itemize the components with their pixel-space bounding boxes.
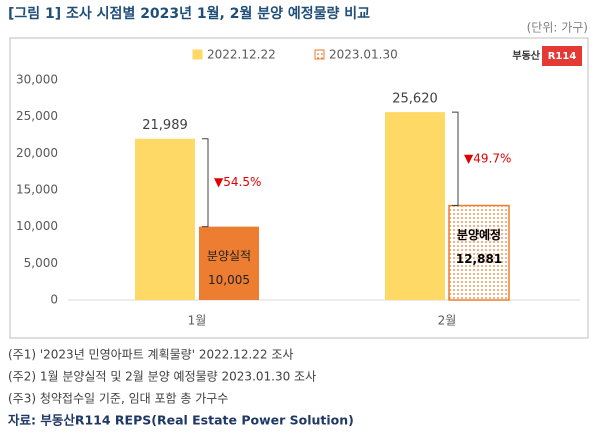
x-tick-label: 2월 xyxy=(438,314,457,328)
legend-label: 2022.12.22 xyxy=(207,48,276,62)
unit: (단위: 가구) xyxy=(527,21,588,35)
legend-swatch xyxy=(192,49,203,60)
footnote: (주1) '2023년 민영아파트 계획물량' 2022.12.22 조사 xyxy=(8,348,293,362)
annotation: ▼54.5% xyxy=(214,175,261,189)
value-label: 25,620 xyxy=(392,92,438,107)
source: 자료: 부동산R114 REPS(Real Estate Power Solut… xyxy=(8,413,354,428)
bar xyxy=(385,112,445,301)
bar-note: 분양실적 xyxy=(207,249,251,263)
logo-box xyxy=(542,46,582,66)
y-tick-label: 5,000 xyxy=(24,256,58,270)
value-label: 12,881 xyxy=(456,252,502,266)
bar xyxy=(448,204,510,301)
y-tick-label: 0 xyxy=(50,293,58,307)
bracket xyxy=(452,111,459,207)
x-tick-label: 1월 xyxy=(188,314,207,328)
y-tick-label: 20,000 xyxy=(16,146,58,160)
legend-label: 2023.01.30 xyxy=(329,48,398,62)
logo-text: R114 xyxy=(548,51,577,62)
y-tick-label: 15,000 xyxy=(16,183,58,197)
bracket xyxy=(202,138,209,228)
footnote: (주3) 청약접수일 기준, 임대 포함 총 가구수 xyxy=(8,391,228,406)
value-label: 21,989 xyxy=(142,118,188,133)
y-tick-label: 10,000 xyxy=(16,219,58,233)
value-label: 10,005 xyxy=(208,273,250,287)
chart-frame xyxy=(9,37,589,339)
bar xyxy=(135,138,195,300)
y-tick-label: 25,000 xyxy=(16,109,58,123)
bar-note: 분양예정 xyxy=(457,227,501,242)
annotation: ▼49.7% xyxy=(464,151,511,165)
bar xyxy=(199,226,259,300)
chart-title: [그림 1] 조사 시점별 2023년 1월, 2월 분양 예정물량 비교 xyxy=(8,5,370,22)
legend-swatch xyxy=(314,49,325,60)
logo: 부동산 R114 xyxy=(512,46,582,66)
logo-text: 부동산 xyxy=(512,49,540,62)
y-tick-label: 30,000 xyxy=(16,73,58,87)
footnote: (주2) 1월 분양실적 및 2월 분양 예정물량 2023.01.30 조사 xyxy=(8,370,316,384)
